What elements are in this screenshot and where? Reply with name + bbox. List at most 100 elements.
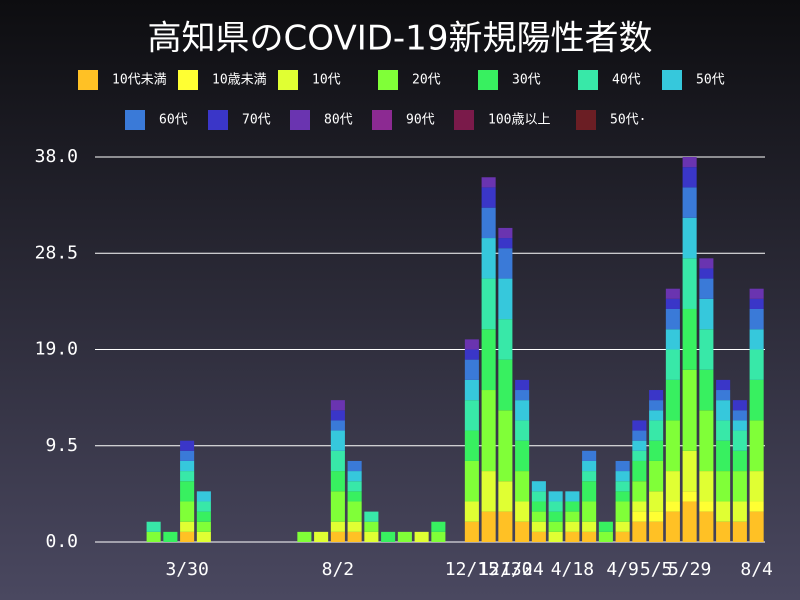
- bar-segment: [716, 521, 731, 542]
- bar-segment: [582, 481, 597, 502]
- bar-segment: [431, 521, 446, 532]
- bar-segment: [615, 460, 630, 472]
- bar-segment: [548, 511, 563, 522]
- bar-segment: [749, 379, 764, 421]
- bar-segment: [649, 440, 664, 461]
- bar-segment: [699, 369, 714, 411]
- y-tick-label: 38.0: [35, 146, 78, 167]
- bar-segment: [330, 531, 345, 542]
- bar-segment: [364, 531, 379, 542]
- bar-segment: [531, 521, 546, 532]
- bar-segment: [716, 400, 731, 421]
- bar-segment: [649, 390, 664, 401]
- bar-segment: [498, 248, 513, 279]
- bar-segment: [732, 450, 747, 472]
- bar-segment: [347, 471, 362, 482]
- bar-segment: [347, 531, 362, 542]
- bar-segment: [180, 440, 195, 451]
- bar-segment: [749, 288, 764, 299]
- bar-segment: [531, 501, 546, 512]
- bar-segment: [582, 450, 597, 461]
- y-tick-label: 0.0: [45, 531, 78, 552]
- legend-swatch: [454, 110, 474, 130]
- x-tick-label: 12/30: [478, 559, 532, 580]
- bar-segment: [464, 379, 479, 401]
- bar-segment: [716, 390, 731, 401]
- bar-segment: [515, 501, 530, 522]
- legend-label: 70代: [242, 113, 271, 128]
- bar-segment: [548, 531, 563, 542]
- bar-segment: [749, 298, 764, 309]
- bar-segment: [615, 501, 630, 522]
- bar-segment: [665, 379, 680, 421]
- bar-segment: [481, 177, 496, 188]
- bar-segment: [180, 460, 195, 472]
- bar-segment: [632, 481, 647, 502]
- bar-segment: [699, 511, 714, 542]
- bar-segment: [548, 491, 563, 502]
- x-tick-label: 3/30: [165, 559, 208, 580]
- bar-segment: [498, 359, 513, 411]
- chart-title: 高知県のCOVID-19新規陽性者数: [148, 19, 653, 59]
- x-tick-label: 8/4: [740, 559, 773, 580]
- bar-segment: [582, 531, 597, 542]
- bar-segment: [464, 521, 479, 542]
- bar-segment: [699, 410, 714, 472]
- bar-segment: [180, 450, 195, 461]
- legend-label: 20代: [412, 73, 441, 88]
- bar-segment: [565, 491, 580, 502]
- bar-segment: [498, 319, 513, 360]
- bar-segment: [565, 511, 580, 522]
- bar-segment: [732, 420, 747, 431]
- bar-segment: [732, 410, 747, 421]
- bar-segment: [665, 501, 680, 512]
- bar-segment: [682, 258, 697, 309]
- bar-segment: [498, 481, 513, 512]
- bar-segment: [682, 501, 697, 542]
- legend-swatch: [576, 110, 596, 130]
- bar-segment: [699, 268, 714, 279]
- bar-segment: [548, 501, 563, 512]
- bar-segment: [632, 420, 647, 431]
- bar-segment: [481, 238, 496, 279]
- bar-segment: [347, 521, 362, 532]
- bar-segment: [464, 349, 479, 360]
- legend-swatch: [478, 70, 498, 90]
- bar-segment: [515, 390, 530, 401]
- bar-segment: [682, 167, 697, 188]
- bar-segment: [364, 521, 379, 532]
- x-tick-label: 4/18: [551, 559, 594, 580]
- bar-segment: [749, 349, 764, 380]
- bar-segment: [699, 278, 714, 299]
- bar-segment: [196, 531, 211, 542]
- bar-segment: [548, 521, 563, 532]
- bar-segment: [515, 379, 530, 391]
- bar-segment: [716, 471, 731, 502]
- bar-segment: [515, 440, 530, 472]
- bar-segment: [716, 379, 731, 391]
- bar-segment: [649, 491, 664, 512]
- bar-segment: [615, 531, 630, 542]
- bar-segment: [464, 359, 479, 380]
- bar-segment: [716, 420, 731, 441]
- bar-segment: [716, 501, 731, 522]
- bar-segment: [649, 511, 664, 522]
- legend-swatch: [662, 70, 682, 90]
- bar-segment: [749, 501, 764, 512]
- bar-segment: [632, 460, 647, 482]
- bar-segment: [749, 308, 764, 330]
- bar-segment: [397, 531, 412, 542]
- bar-segment: [649, 410, 664, 421]
- bar-segment: [632, 511, 647, 522]
- legend-swatch: [372, 110, 392, 130]
- bar-segment: [531, 481, 546, 492]
- bar-segment: [749, 329, 764, 350]
- x-tick-label: 4/9: [606, 559, 639, 580]
- legend-label: 50代: [696, 73, 725, 88]
- bar-segment: [582, 501, 597, 522]
- bar-segment: [347, 501, 362, 522]
- bar-segment: [732, 521, 747, 542]
- legend-label: 60代: [159, 113, 188, 128]
- bar-segment: [180, 521, 195, 532]
